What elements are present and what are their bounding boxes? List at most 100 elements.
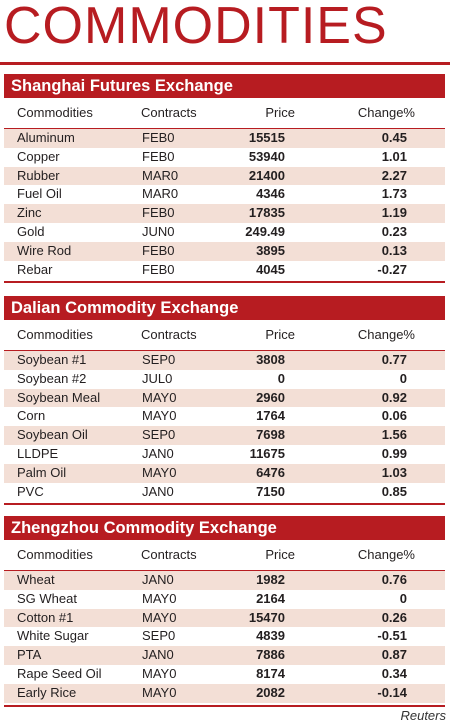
change-cell: 1.19 bbox=[381, 205, 407, 221]
price-cell: 21400 bbox=[248, 167, 285, 183]
commodity-cell: Rebar bbox=[17, 261, 53, 277]
table-row: Copper FEB0 53940 1.01 bbox=[4, 148, 445, 167]
table-row: LLDPE JAN0 11675 0.99 bbox=[4, 445, 445, 464]
table-row: PVC JAN0 7150 0.85 bbox=[4, 483, 445, 502]
price-cell: 0 bbox=[277, 370, 285, 386]
contract-cell: FEB0 bbox=[142, 205, 175, 221]
change-header: Change% bbox=[357, 547, 415, 562]
change-cell: 0.06 bbox=[381, 408, 407, 424]
contract-cell: JAN0 bbox=[142, 483, 174, 499]
price-cell: 4045 bbox=[256, 261, 285, 277]
change-cell: -0.27 bbox=[377, 261, 407, 277]
contract-cell: FEB0 bbox=[142, 148, 175, 164]
commodity-cell: Soybean Oil bbox=[17, 427, 88, 443]
change-cell: 0.92 bbox=[381, 389, 407, 405]
table-row: Wheat JAN0 1982 0.76 bbox=[4, 571, 445, 590]
column-header-row: Commodities Contracts Price Change% bbox=[4, 320, 445, 351]
section-bottom-rule bbox=[4, 281, 445, 284]
commodities-header: Commodities bbox=[17, 327, 93, 342]
change-cell: 0.26 bbox=[381, 609, 407, 625]
commodity-cell: Early Rice bbox=[17, 684, 77, 700]
price-cell: 249.49 bbox=[245, 223, 285, 239]
price-cell: 11675 bbox=[249, 445, 285, 461]
price-cell: 3895 bbox=[256, 242, 285, 258]
section-bottom-rule bbox=[4, 704, 445, 707]
change-header: Change% bbox=[357, 105, 415, 120]
commodities-header: Commodities bbox=[17, 105, 93, 120]
commodity-cell: Wire Rod bbox=[17, 242, 72, 258]
table-row: Soybean Oil SEP0 7698 1.56 bbox=[4, 426, 445, 445]
page-title: COMMODITIES bbox=[4, 0, 388, 55]
contract-cell: FEB0 bbox=[142, 130, 175, 145]
contract-cell: MAY0 bbox=[142, 665, 177, 681]
contract-cell: JAN0 bbox=[142, 445, 174, 461]
commodity-cell: LLDPE bbox=[17, 445, 59, 461]
contract-cell: JAN0 bbox=[142, 572, 174, 587]
contract-cell: MAY0 bbox=[142, 684, 177, 700]
source-credit: Reuters bbox=[400, 708, 446, 723]
commodity-cell: SG Wheat bbox=[17, 590, 77, 606]
contract-cell: MAY0 bbox=[142, 590, 177, 606]
commodity-cell: Fuel Oil bbox=[17, 186, 62, 202]
table-row: Fuel Oil MAR0 4346 1.73 bbox=[4, 185, 445, 204]
table-row: Aluminum FEB0 15515 0.45 bbox=[4, 129, 445, 148]
price-cell: 6476 bbox=[256, 464, 285, 480]
price-cell: 4839 bbox=[256, 628, 285, 644]
commodity-cell: Rape Seed Oil bbox=[17, 665, 102, 681]
table-row: Soybean #2 JUL0 0 0 bbox=[4, 370, 445, 389]
contract-cell: MAR0 bbox=[142, 186, 179, 202]
price-cell: 7150 bbox=[256, 483, 285, 499]
table-row: Rubber MAR0 21400 2.27 bbox=[4, 166, 445, 186]
price-cell: 1982 bbox=[256, 572, 285, 587]
change-cell: 1.01 bbox=[381, 148, 407, 164]
commodity-cell: Corn bbox=[17, 408, 46, 424]
section-header: Dalian Commodity Exchange bbox=[4, 296, 445, 320]
contract-cell: SEP0 bbox=[142, 628, 176, 644]
price-cell: 2164 bbox=[256, 590, 285, 606]
table-row: Soybean Meal MAY0 2960 0.92 bbox=[4, 388, 445, 408]
contract-cell: SEP0 bbox=[142, 352, 176, 367]
price-cell: 7886 bbox=[256, 647, 285, 663]
commodity-cell: Gold bbox=[17, 223, 45, 239]
price-header: Price bbox=[265, 327, 295, 342]
commodity-cell: PVC bbox=[17, 483, 44, 499]
commodity-cell: Soybean Meal bbox=[17, 389, 101, 405]
table-row: Rebar FEB0 4045 -0.27 bbox=[4, 261, 445, 280]
change-cell: 1.03 bbox=[381, 464, 407, 480]
change-header: Change% bbox=[357, 327, 415, 342]
change-cell: 0.13 bbox=[381, 242, 407, 258]
contract-cell: JUN0 bbox=[142, 223, 175, 239]
table-row: Rape Seed Oil MAY0 8174 0.34 bbox=[4, 665, 445, 684]
commodity-cell: Zinc bbox=[17, 205, 42, 221]
section-header: Zhengzhou Commodity Exchange bbox=[4, 516, 445, 540]
column-header-row: Commodities Contracts Price Change% bbox=[4, 540, 445, 571]
price-cell: 17835 bbox=[248, 205, 285, 221]
commodity-cell: PTA bbox=[17, 647, 42, 663]
change-cell: 0.45 bbox=[381, 130, 407, 145]
change-cell: 0.76 bbox=[381, 572, 407, 587]
section-header: Shanghai Futures Exchange bbox=[4, 74, 445, 98]
contract-cell: MAY0 bbox=[142, 609, 177, 625]
price-cell: 15470 bbox=[248, 609, 285, 625]
commodity-cell: White Sugar bbox=[17, 628, 89, 644]
table-row: Cotton #1 MAY0 15470 0.26 bbox=[4, 608, 445, 628]
change-cell: 0 bbox=[399, 370, 407, 386]
table-row: Zinc FEB0 17835 1.19 bbox=[4, 204, 445, 223]
contract-cell: FEB0 bbox=[142, 261, 175, 277]
contract-cell: MAY0 bbox=[142, 408, 177, 424]
section-bottom-rule bbox=[4, 503, 445, 506]
contracts-header: Contracts bbox=[141, 327, 197, 342]
price-cell: 4346 bbox=[256, 186, 285, 202]
title-rule bbox=[0, 62, 450, 65]
contract-cell: MAR0 bbox=[142, 167, 179, 183]
exchange-section: Shanghai Futures Exchange Commodities Cont… bbox=[4, 74, 445, 284]
change-cell: 0.77 bbox=[381, 352, 407, 367]
change-cell: 0.99 bbox=[381, 445, 407, 461]
commodity-cell: Rubber bbox=[17, 167, 60, 183]
price-cell: 2082 bbox=[256, 684, 285, 700]
commodity-cell: Wheat bbox=[17, 572, 55, 587]
change-cell: 1.73 bbox=[381, 186, 407, 202]
table-row: Palm Oil MAY0 6476 1.03 bbox=[4, 463, 445, 483]
price-cell: 2960 bbox=[256, 389, 285, 405]
price-cell: 3808 bbox=[256, 352, 285, 367]
